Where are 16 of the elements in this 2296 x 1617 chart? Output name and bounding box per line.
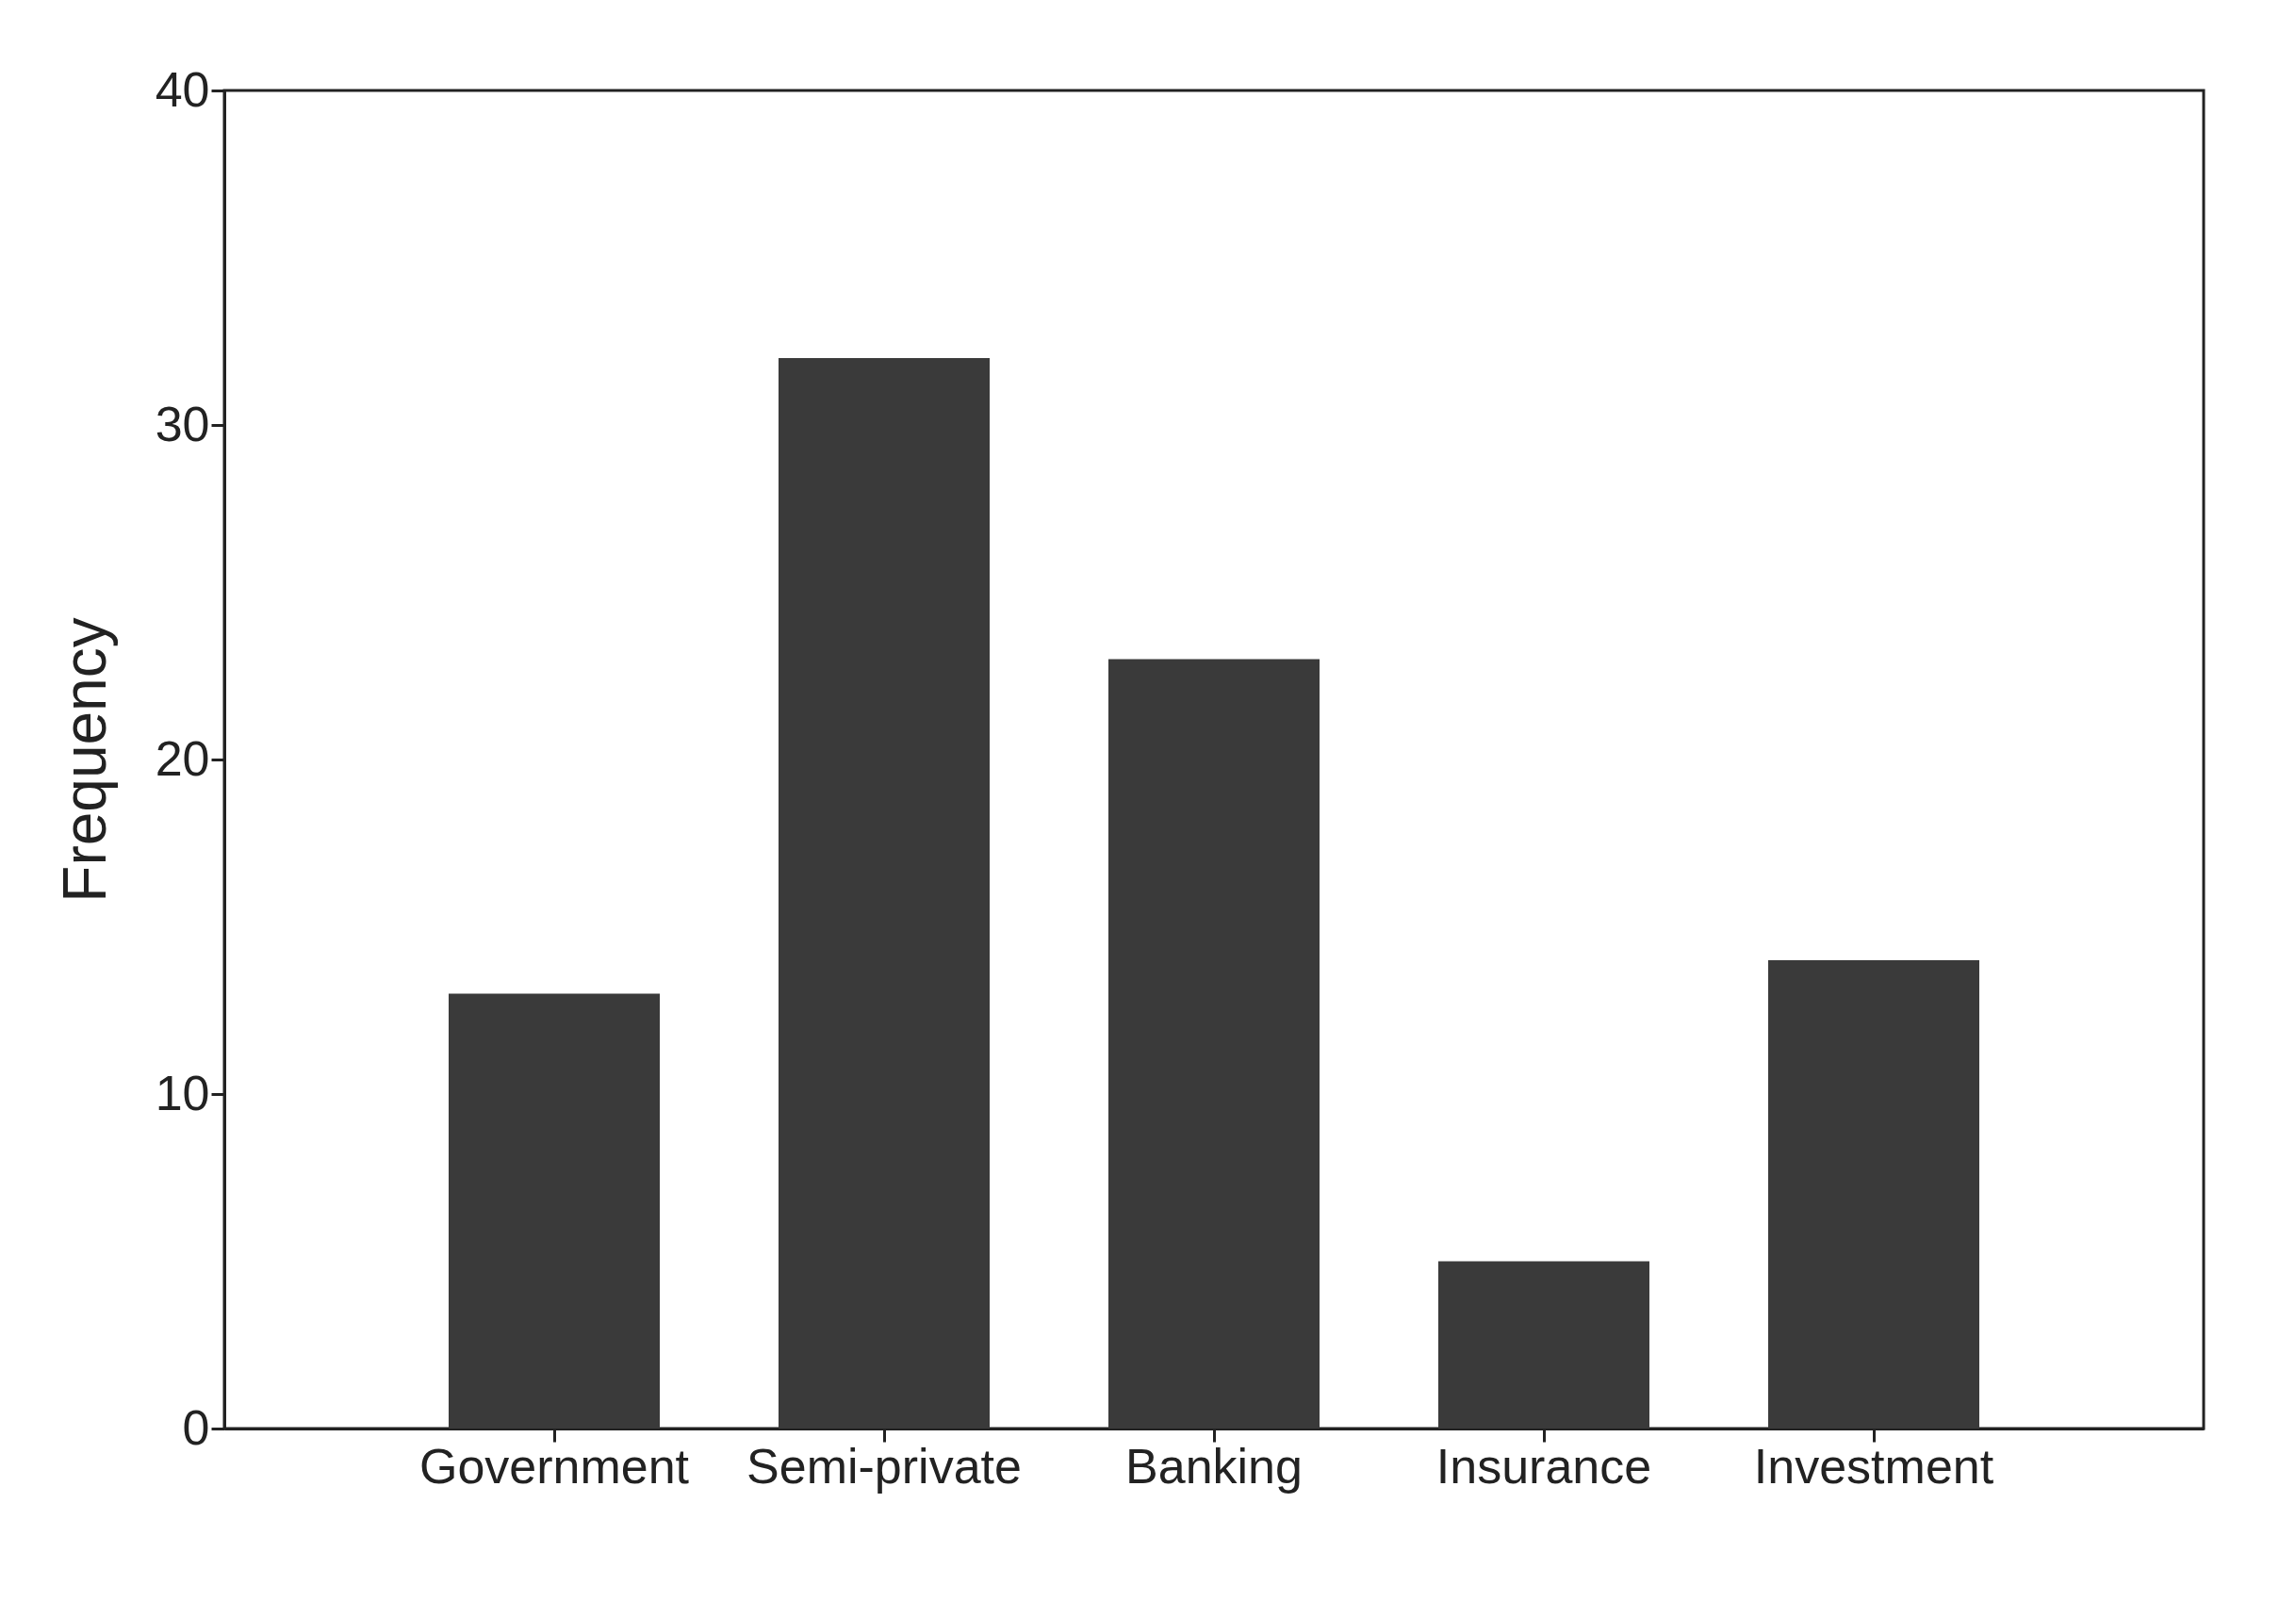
- y-axis-title: Frequency: [50, 617, 119, 903]
- x-tick-label: Government: [418, 1438, 690, 1494]
- bar: [449, 993, 660, 1429]
- x-tick-label: Semi-private: [746, 1438, 1022, 1494]
- x-tick-label: Investment: [1753, 1438, 1994, 1494]
- bar: [1768, 960, 1979, 1429]
- y-tick-label: 10: [155, 1065, 210, 1120]
- bar: [1108, 659, 1320, 1429]
- y-tick-label: 40: [155, 61, 210, 117]
- y-tick-label: 20: [155, 730, 210, 786]
- y-tick-label: 30: [155, 396, 210, 451]
- x-tick-label: Banking: [1125, 1438, 1303, 1494]
- bar: [1438, 1261, 1649, 1429]
- y-tick-label: 0: [182, 1399, 210, 1455]
- x-tick-label: Insurance: [1435, 1438, 1652, 1494]
- bar: [779, 358, 990, 1429]
